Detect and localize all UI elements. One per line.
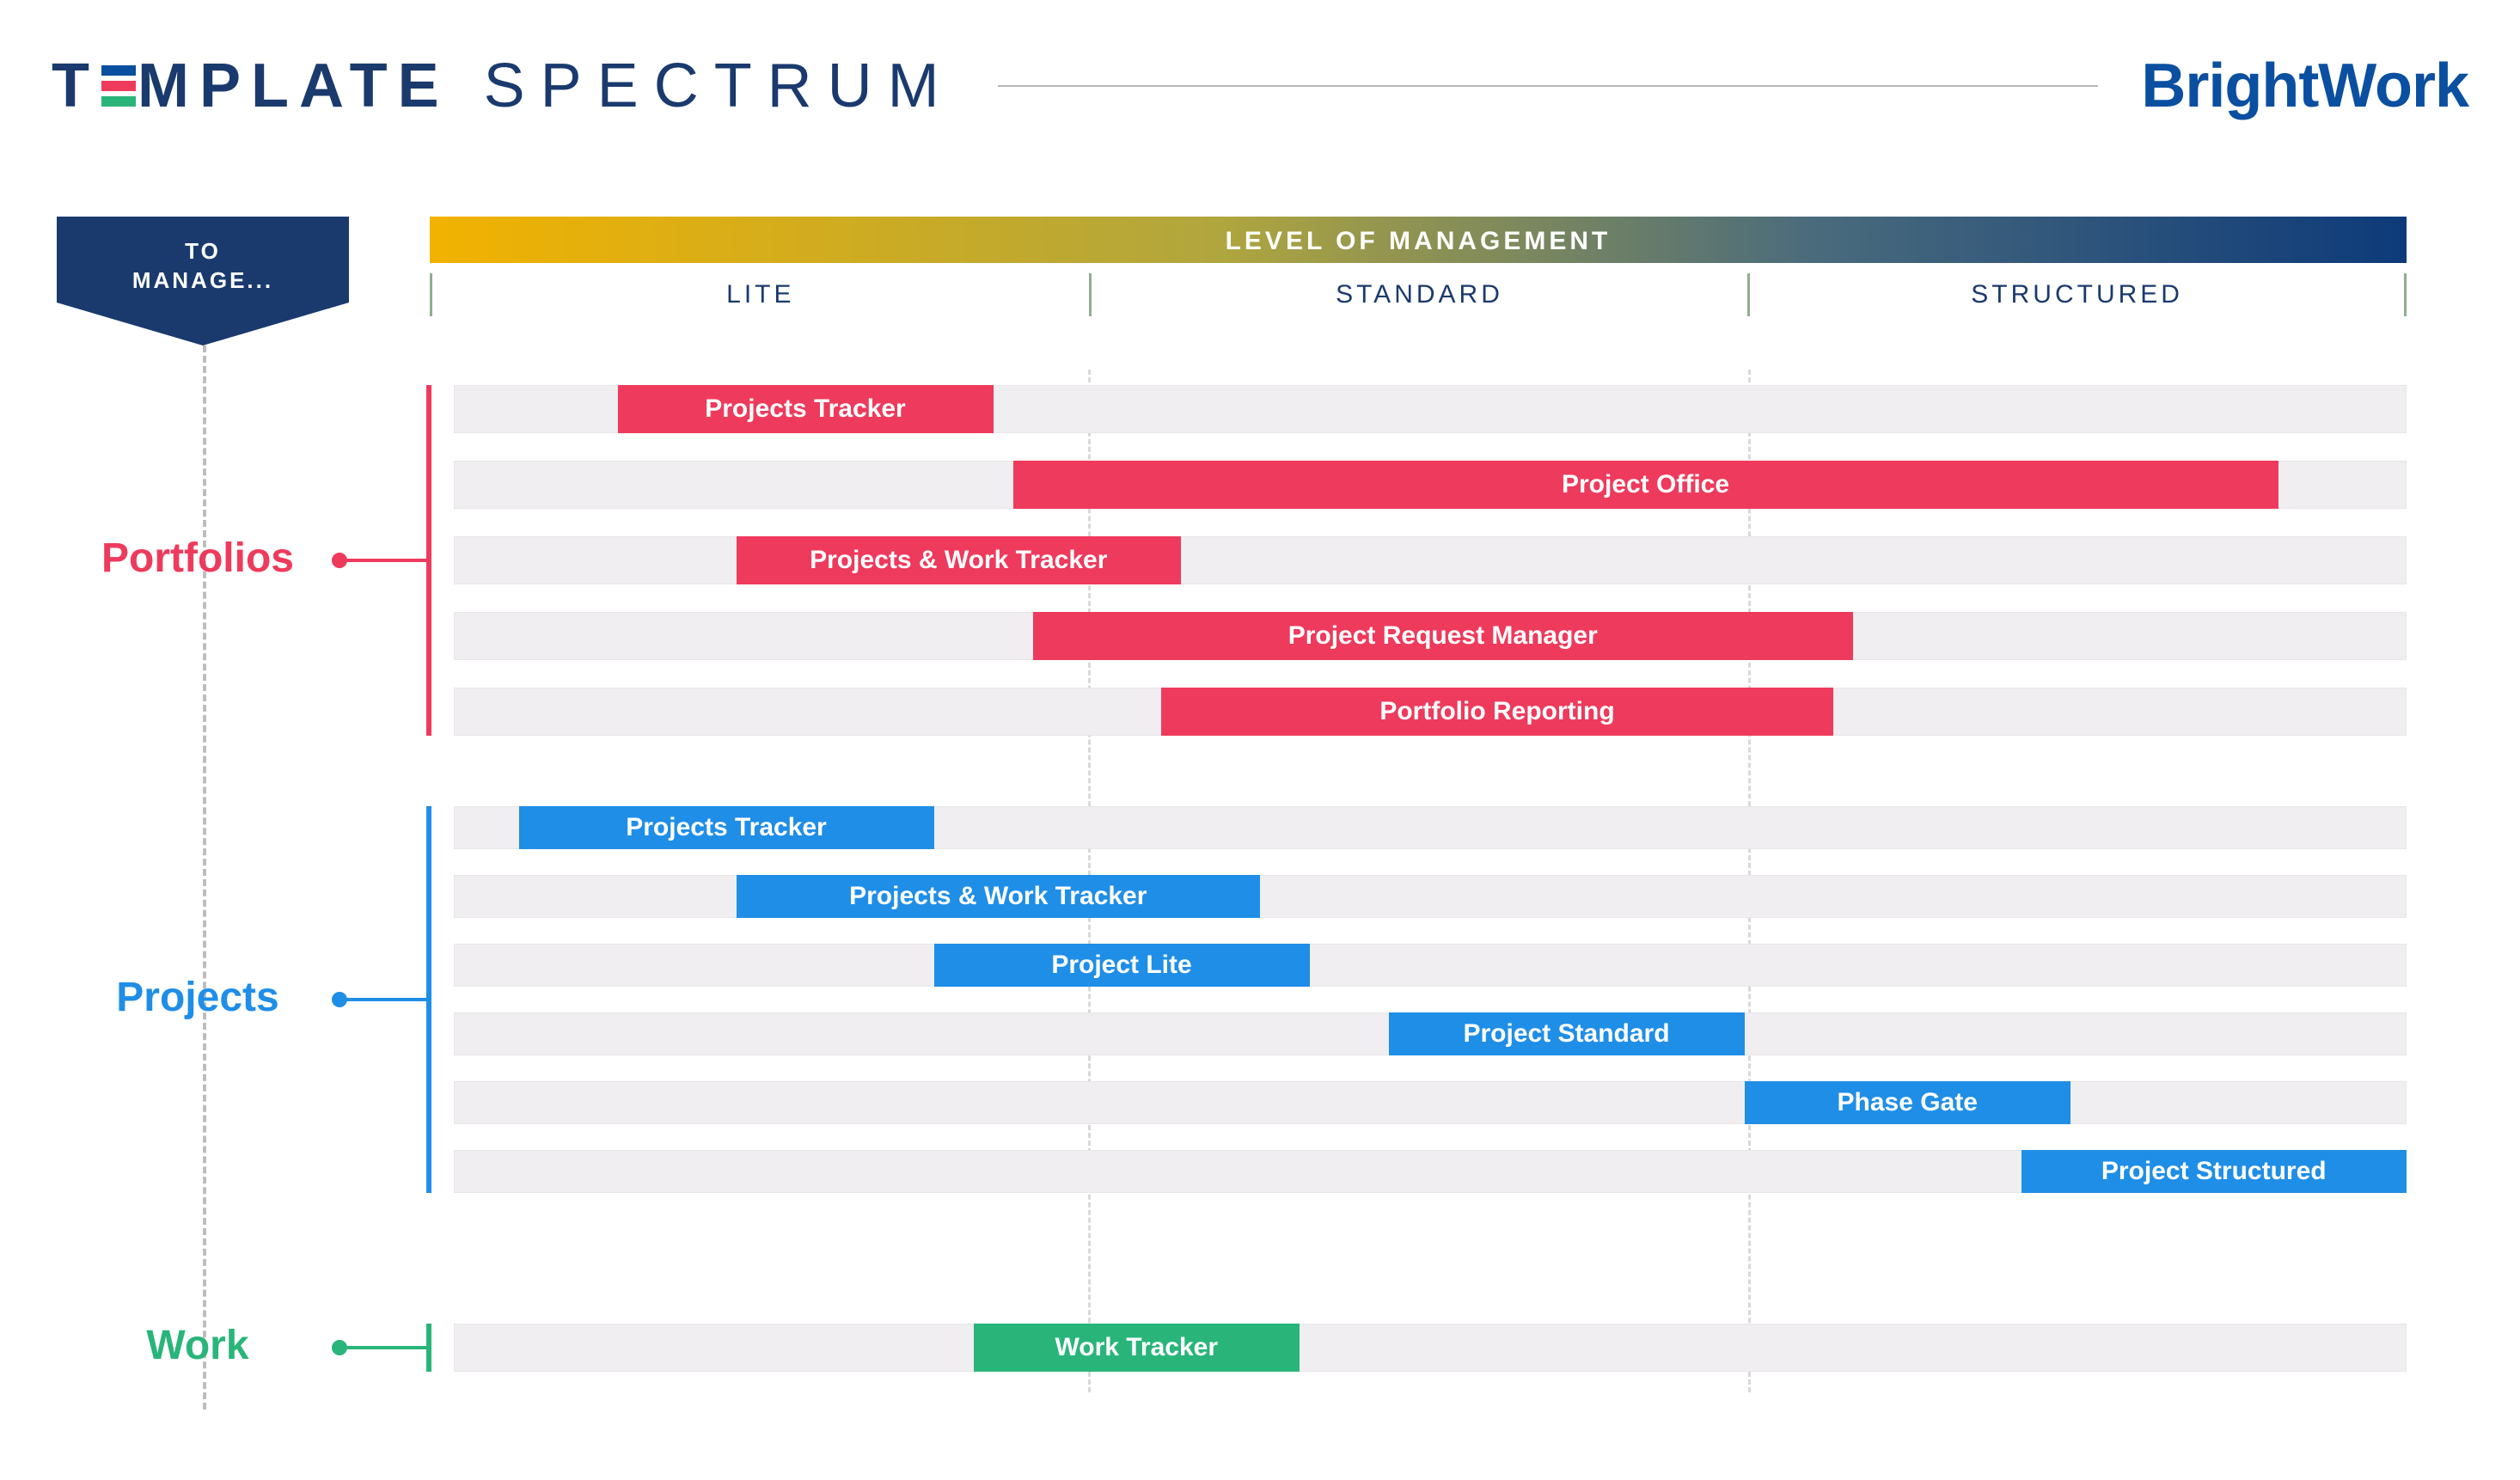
category-connector: [340, 998, 430, 1001]
title-pre: T: [52, 51, 100, 121]
bar-work-0: Work Tracker: [974, 1324, 1300, 1372]
bar-track: [454, 944, 2407, 987]
bar-projects-0: Projects Tracker: [519, 806, 934, 849]
to-manage-line2: MANAGE...: [57, 266, 349, 296]
title-word-template: T MPLATE: [52, 51, 450, 121]
category-label-projects: Projects: [60, 974, 335, 1021]
title-word-spectrum: SPECTRUM: [484, 51, 955, 121]
level-labels: LITESTANDARDSTRUCTURED: [430, 273, 2407, 316]
bar-projects-2: Project Lite: [934, 944, 1310, 987]
category-connector: [340, 559, 430, 562]
bar-portfolios-3: Project Request Manager: [1033, 612, 1854, 660]
title-bars-icon: [101, 65, 136, 107]
bar-track: [454, 1081, 2407, 1124]
bar-portfolios-1: Project Office: [1013, 461, 2278, 509]
to-manage-line1: TO: [57, 237, 349, 266]
bar-portfolios-2: Projects & Work Tracker: [737, 536, 1182, 584]
bar-projects-1: Projects & Work Tracker: [737, 875, 1261, 918]
spectrum-label: LEVEL OF MANAGEMENT: [430, 227, 2407, 256]
bar-portfolios-4: Portfolio Reporting: [1161, 688, 1833, 736]
header: T MPLATE SPECTRUM BrightWork: [52, 34, 2468, 138]
category-label-portfolios: Portfolios: [60, 535, 335, 582]
bar-projects-4: Phase Gate: [1745, 1081, 2071, 1124]
bar-projects-5: Project Structured: [2022, 1150, 2407, 1193]
bar-portfolios-0: Projects Tracker: [618, 385, 994, 433]
title: T MPLATE SPECTRUM: [52, 51, 955, 121]
level-label: LITE: [430, 273, 1089, 316]
brand-logo: BrightWork: [2141, 51, 2468, 121]
header-rule: [998, 85, 2099, 87]
level-label: STRUCTURED: [1747, 273, 2407, 316]
category-label-work: Work: [60, 1322, 335, 1369]
bar-track: [454, 1324, 2407, 1372]
vertical-spine: [203, 346, 206, 1410]
spectrum-band: LEVEL OF MANAGEMENT: [430, 217, 2407, 263]
title-post: MPLATE: [138, 51, 450, 121]
to-manage-chevron: TO MANAGE...: [57, 217, 349, 346]
category-connector: [340, 1346, 430, 1349]
bar-projects-3: Project Standard: [1389, 1012, 1745, 1055]
level-label: STANDARD: [1089, 273, 1748, 316]
